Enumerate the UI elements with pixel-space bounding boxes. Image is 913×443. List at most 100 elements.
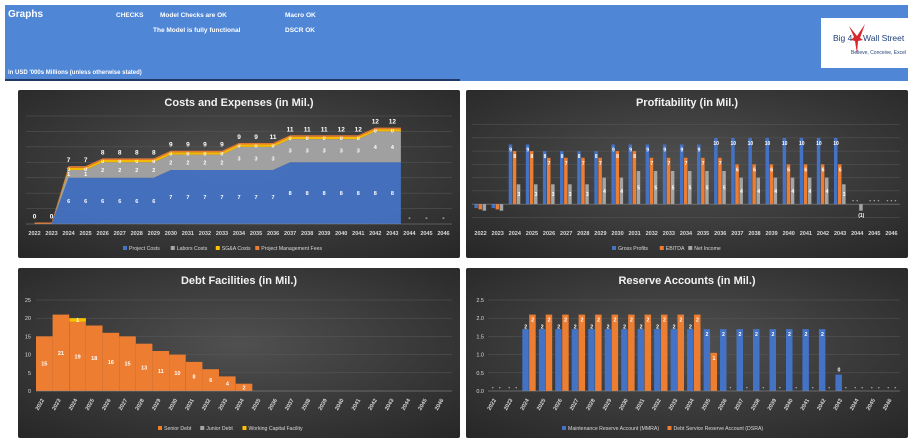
data-label: 19	[75, 354, 81, 360]
bar-gross-profits	[697, 144, 701, 205]
data-label: 2	[186, 160, 189, 166]
data-label: 0	[306, 136, 309, 142]
bar-ebitda	[512, 151, 517, 205]
data-label: -	[891, 198, 893, 204]
bar-net-income	[842, 184, 846, 205]
data-label: 0	[323, 136, 326, 142]
data-label: 0	[272, 144, 275, 150]
data-label: 6	[770, 167, 773, 173]
data-label: 4	[620, 189, 623, 195]
data-label: 7	[203, 195, 206, 201]
bar-senior-debt	[152, 351, 170, 391]
bar-gross-profits	[799, 137, 804, 205]
x-tick-label: 2031	[182, 231, 194, 237]
chart-title: Reserve Accounts (in Mil.)	[618, 275, 755, 287]
data-label: -	[861, 385, 863, 391]
x-tick-label: 2041	[800, 398, 811, 412]
data-label: 6	[787, 167, 790, 173]
bar-senior-debt	[52, 314, 70, 391]
x-tick-label: 2045	[866, 398, 877, 412]
x-tick-label: 2028	[131, 231, 143, 237]
check-functional-status: The Model is fully functional	[153, 27, 241, 34]
data-label: 5	[689, 186, 692, 192]
x-tick-label: 2037	[734, 398, 745, 412]
data-label: 2	[696, 318, 699, 324]
x-tick-label: 2024	[509, 231, 522, 237]
data-label: 7	[237, 195, 240, 201]
data-label: 2	[242, 385, 245, 391]
bar-debt-service-reserve-account-dsra	[595, 314, 602, 391]
x-tick-label: 2042	[369, 231, 381, 237]
total-label: 12	[355, 126, 363, 133]
bar-gross-profits	[594, 151, 598, 205]
data-label: 9	[681, 148, 684, 154]
data-label: -	[894, 385, 896, 391]
data-label: 4	[809, 189, 812, 195]
data-label: 7	[272, 195, 275, 201]
data-label: 2	[804, 332, 807, 338]
x-tick-label: 2028	[577, 231, 589, 237]
x-tick-label: 2046	[885, 231, 897, 237]
data-label: 3	[552, 192, 555, 198]
data-label: 6	[839, 167, 842, 173]
data-label: -	[812, 385, 814, 391]
bar-gross-profits	[525, 144, 530, 205]
bar-net-income	[859, 204, 863, 211]
x-tick-label: 2039	[318, 398, 329, 412]
bar-gross-profits	[731, 137, 735, 205]
data-label: 2	[788, 332, 791, 338]
logo-tagline: Believe, Conceive, Excel	[851, 50, 907, 56]
units-note: in USD '000s Millions (unless otherwise …	[8, 70, 142, 76]
bar-ebitda	[786, 164, 791, 205]
data-label: 2	[524, 325, 527, 331]
data-label: 8	[306, 191, 309, 197]
bar-debt-service-reserve-account-dsra	[694, 314, 701, 391]
bar-gross-profits	[645, 144, 650, 205]
data-label: 4	[791, 189, 794, 195]
chart-canvas: Reserve Accounts (in Mil.) 0.0 0.5 1.0 1.5 2.…	[466, 268, 908, 438]
data-label: 7	[719, 161, 722, 167]
data-label: 0	[84, 167, 87, 173]
data-label: 2	[656, 325, 659, 331]
bar-net-income	[825, 177, 829, 205]
x-tick-label: 2037	[731, 231, 743, 237]
data-label: 10	[799, 141, 805, 147]
data-label: 2	[673, 325, 676, 331]
data-label: 8	[340, 191, 343, 197]
data-label: 2	[220, 160, 223, 166]
x-tick-label: 2023	[45, 231, 57, 237]
x-tick-label: 2026	[543, 231, 555, 237]
bar-net-income	[756, 177, 760, 205]
x-tick-label: 2031	[184, 398, 195, 412]
check-model-status: Model Checks are OK	[160, 12, 227, 19]
x-tick-label: 2034	[684, 397, 696, 411]
data-label: 10	[174, 371, 180, 377]
area-series-project-costs	[34, 162, 401, 224]
bar-debt-service-reserve-account-dsra	[529, 314, 536, 391]
legend-swatch-senior-debt	[158, 426, 162, 430]
data-label: -	[871, 385, 873, 391]
x-tick-label: 2038	[301, 398, 312, 412]
data-label: 3	[340, 149, 343, 155]
data-label: 8	[561, 154, 564, 160]
x-tick-label: 2042	[816, 398, 827, 412]
bar-net-income	[670, 171, 675, 205]
bar-ebitda	[752, 164, 756, 205]
bar-net-income	[636, 171, 641, 205]
data-label: 8	[578, 154, 581, 160]
y-tick-label: 2.0	[476, 316, 484, 322]
data-label: 6	[118, 199, 121, 205]
bar-senior-debt	[235, 383, 253, 391]
bar-net-income	[739, 177, 743, 205]
total-label: 12	[389, 119, 397, 126]
data-label: 2	[680, 318, 683, 324]
company-logo: Big 4 Wall Street Believe, Conceive, Exc…	[821, 18, 909, 68]
x-tick-label: 2044	[849, 397, 861, 411]
data-label: 9	[663, 148, 666, 154]
data-label: 2	[152, 168, 155, 174]
y-tick-label: 1.5	[476, 334, 484, 340]
debt-facilities-chart: Debt Facilities (in Mil.) 0 5 10 15 20 25 15 21 1…	[18, 268, 460, 438]
data-label: -	[854, 385, 856, 391]
bar-debt-service-reserve-account-dsra	[562, 314, 569, 391]
data-label: -	[492, 385, 494, 391]
